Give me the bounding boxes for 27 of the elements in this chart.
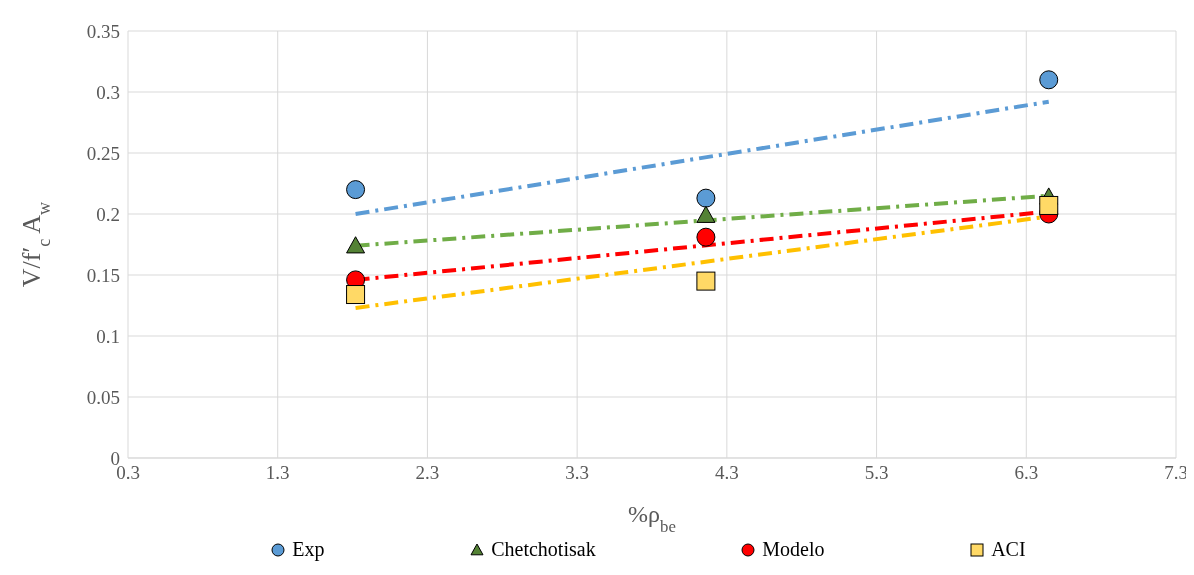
x-tick-label: 4.3	[714, 462, 739, 484]
point	[696, 227, 716, 247]
point	[346, 285, 366, 305]
y-tick-label: 0.25	[86, 142, 120, 164]
point	[696, 188, 716, 208]
point	[1039, 195, 1059, 215]
y-tick-label: 0.3	[96, 81, 120, 103]
x-tick-label: 6.3	[1014, 462, 1039, 484]
y-tick-label: 0.35	[86, 20, 120, 42]
y-tick-label: 0.1	[96, 325, 120, 347]
point	[696, 271, 716, 291]
point	[346, 236, 366, 254]
point	[346, 180, 366, 200]
x-tick-label: 3.3	[565, 462, 590, 484]
x-axis-title: %ρ$_{be}$	[628, 501, 676, 536]
legend-label: Exp	[292, 538, 325, 561]
legend-label: Chetchotisak	[491, 538, 596, 561]
legend-label: ACI	[991, 538, 1026, 561]
x-tick-label: 5.3	[864, 462, 889, 484]
y-tick-label: 0.2	[96, 203, 120, 225]
point	[1039, 70, 1059, 90]
x-tick-label: 1.3	[265, 462, 290, 484]
x-tick-label: 2.3	[415, 462, 440, 484]
y-tick-label: 0.15	[86, 264, 120, 286]
y-tick-label: 0.05	[86, 386, 120, 408]
legend-label: Modelo	[762, 538, 825, 561]
point	[696, 205, 716, 223]
